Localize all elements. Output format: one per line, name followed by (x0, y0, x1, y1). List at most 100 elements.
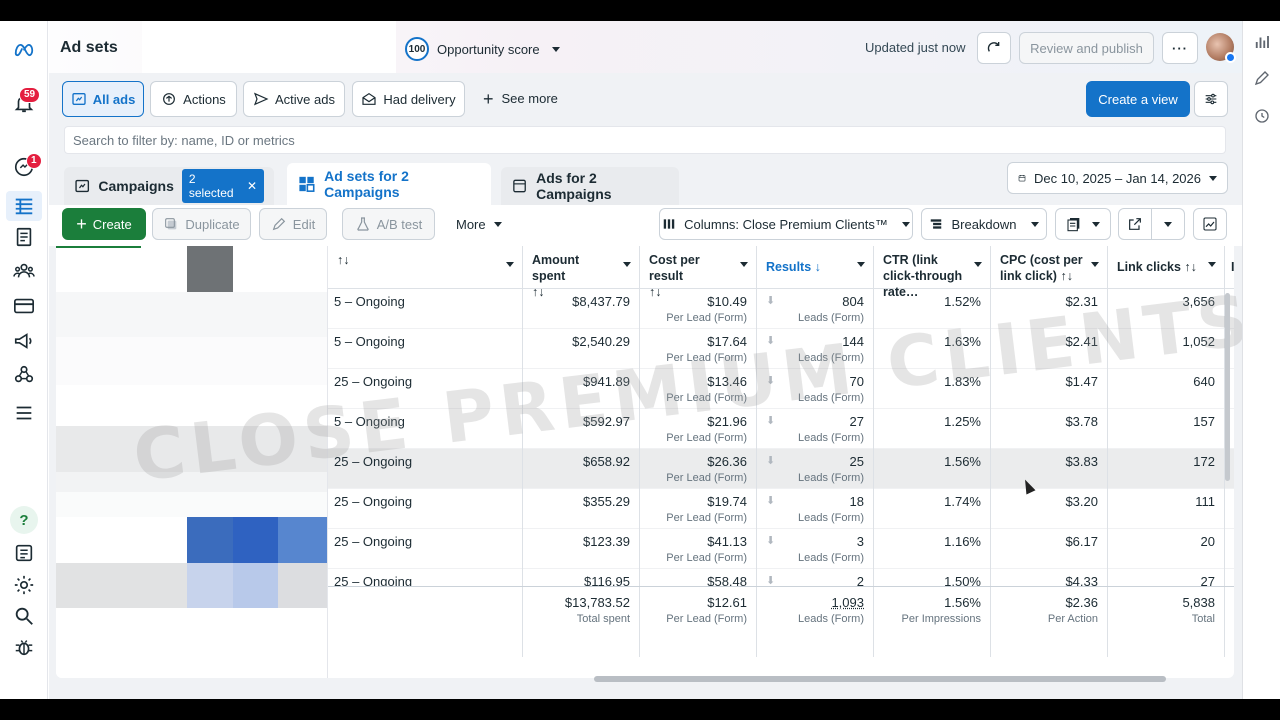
edit-button[interactable]: Edit (259, 208, 327, 240)
pencil-icon[interactable] (1253, 69, 1271, 87)
columns-selector[interactable]: Columns: Close Premium Clients™ (659, 208, 913, 240)
chevron-down-icon (551, 46, 560, 52)
edit-label: Edit (292, 216, 316, 232)
selected-chip[interactable]: 2 selected ✕ (181, 169, 264, 203)
cell-value: $355.29 (583, 494, 630, 509)
total-sub: Per Action (1047, 613, 1098, 625)
redacted-block (56, 426, 327, 472)
column-header-results[interactable]: Results ↓ (757, 246, 874, 289)
table-row[interactable]: 5 – Ongoing $8,437.79 $10.49 Per Lead (Form… (328, 289, 1234, 329)
total-ctr-cell: 1.56% Per Impressions (874, 587, 991, 657)
create-button[interactable]: + Create (62, 208, 146, 240)
cell-value: 1.52% (944, 294, 981, 309)
audiences-icon[interactable] (12, 259, 36, 283)
cell-value: 1.63% (944, 334, 981, 349)
filter-active-ads[interactable]: Active ads (243, 81, 345, 117)
table-row[interactable]: 25 – Ongoing $355.29 $19.74 Per Lead (Form)… (328, 489, 1234, 529)
total-value: 5,838 (1182, 595, 1215, 610)
cell-cpc: $3.20 (991, 489, 1108, 529)
table-row[interactable]: 5 – Ongoing $592.97 $21.96 Per Lead (Form) ⬇… (328, 409, 1234, 449)
send-icon (253, 92, 269, 106)
tab-ads[interactable]: Ads for 2 Campaigns (501, 167, 679, 205)
tab-adsets-label: Ad sets for 2 Campaigns (324, 168, 409, 200)
tab-adsets[interactable]: Ad sets for 2 Campaigns (287, 163, 491, 205)
see-more-button[interactable]: + See more (483, 90, 558, 108)
table-row[interactable]: 25 – Ongoing $123.39 $41.13 Per Lead (Form)… (328, 529, 1234, 569)
breakdown-selector[interactable]: Breakdown (921, 208, 1047, 240)
column-header-cpc[interactable]: CPC (cost per link click) ↑↓ (991, 246, 1108, 289)
opportunity-score-button[interactable]: 100 Opportunity score (405, 37, 560, 61)
flask-icon (357, 217, 369, 231)
download-icon: ⬇ (766, 375, 776, 387)
more-button[interactable]: More (456, 217, 502, 232)
ads-manager-table-icon[interactable] (6, 191, 42, 221)
column-header-schedule[interactable]: ↑↓ (328, 246, 523, 289)
metrics-grid: ↑↓ Amount spent ↑↓ Cost per result ↑↓ Re… (328, 246, 1234, 678)
cell-subtext: Leads (Form) (797, 312, 864, 324)
campaigns-megaphone-icon[interactable] (12, 329, 36, 353)
date-range-label: Dec 10, 2025 – Jan 14, 2026 (1034, 170, 1201, 186)
charts-button[interactable] (1193, 208, 1227, 240)
download-icon: ⬇ (766, 495, 776, 507)
refresh-button[interactable] (977, 32, 1011, 64)
cell-ctr: 1.83% (874, 369, 991, 409)
bug-report-icon[interactable] (12, 635, 36, 659)
tab-campaigns[interactable]: Campaigns 2 selected ✕ (64, 167, 274, 205)
chevron-down-icon (857, 262, 865, 267)
date-range-picker[interactable]: Dec 10, 2025 – Jan 14, 2026 (1007, 162, 1228, 194)
column-header-ctr[interactable]: CTR (link click-through rate… (874, 246, 991, 299)
column-header-next[interactable]: I (1225, 246, 1234, 289)
news-icon[interactable] (12, 541, 36, 565)
review-publish-button[interactable]: Review and publish (1019, 32, 1154, 64)
business-assets-icon[interactable] (12, 363, 36, 387)
cell-value: $21.96 (707, 414, 747, 429)
table-row[interactable]: 25 – Ongoing $658.92 $26.36 Per Lead (Form)… (328, 449, 1234, 489)
cell-subtext: Per Lead (Form) (666, 552, 747, 564)
cell-value: 20 (1200, 534, 1215, 549)
more-label: More (456, 217, 486, 232)
filter-had-delivery-label: Had delivery (383, 91, 456, 107)
tab-ads-label: Ads for 2 Campaigns (536, 170, 612, 202)
column-header-cost-per-result[interactable]: Cost per result ↑↓ (640, 246, 757, 299)
cell-value: 5 – Ongoing (334, 334, 405, 349)
horizontal-scrollbar[interactable] (594, 676, 1166, 682)
reports-icon[interactable] (12, 225, 36, 249)
close-icon[interactable]: ✕ (246, 179, 257, 193)
chevron-down-icon (1091, 262, 1099, 267)
actions-icon (163, 93, 176, 105)
search-icon[interactable] (12, 604, 36, 628)
history-clock-icon[interactable] (1253, 107, 1271, 125)
cell-ctr: 1.16% (874, 529, 991, 569)
column-header-link-clicks[interactable]: Link clicks ↑↓ (1108, 246, 1225, 289)
column-header-amount-spent[interactable]: Amount spent ↑↓ (523, 246, 640, 299)
help-icon[interactable]: ? (10, 506, 38, 534)
redacted-block (278, 563, 327, 608)
filter-had-delivery[interactable]: Had delivery (352, 81, 465, 117)
breakdown-icon (931, 219, 942, 229)
filter-actions[interactable]: Actions (150, 81, 237, 117)
filter-all-ads[interactable]: All ads (62, 81, 144, 117)
more-options-button[interactable]: ··· (1162, 32, 1198, 64)
cell-value: $6.17 (1065, 534, 1098, 549)
cell-value: 1.56% (944, 454, 981, 469)
table-row[interactable]: 5 – Ongoing $2,540.29 $17.64 Per Lead (Form… (328, 329, 1234, 369)
ab-test-button[interactable]: A/B test (342, 208, 435, 240)
table-row[interactable]: 25 – Ongoing $941.89 $13.46 Per Lead (Form)… (328, 369, 1234, 409)
billing-card-icon[interactable] (12, 294, 36, 318)
cell-value: 1.50% (944, 574, 981, 589)
customize-filters-button[interactable] (1194, 81, 1228, 117)
all-tools-menu-icon[interactable] (12, 401, 36, 425)
settings-gear-icon[interactable] (12, 573, 36, 597)
export-dropdown[interactable] (1151, 208, 1185, 240)
redacted-block (187, 246, 233, 292)
duplicate-button[interactable]: Duplicate (152, 208, 251, 240)
export-button[interactable] (1118, 208, 1152, 240)
meta-logo-icon[interactable] (10, 37, 38, 61)
avatar[interactable] (1206, 33, 1236, 63)
cell-amount: $941.89 (523, 369, 640, 409)
vertical-scrollbar[interactable] (1225, 293, 1230, 481)
search-filter-input[interactable]: Search to filter by: name, ID or metrics (64, 126, 1226, 154)
bar-chart-icon[interactable] (1253, 33, 1271, 51)
create-view-button[interactable]: Create a view (1086, 81, 1190, 117)
reports-dropdown[interactable] (1055, 208, 1111, 240)
